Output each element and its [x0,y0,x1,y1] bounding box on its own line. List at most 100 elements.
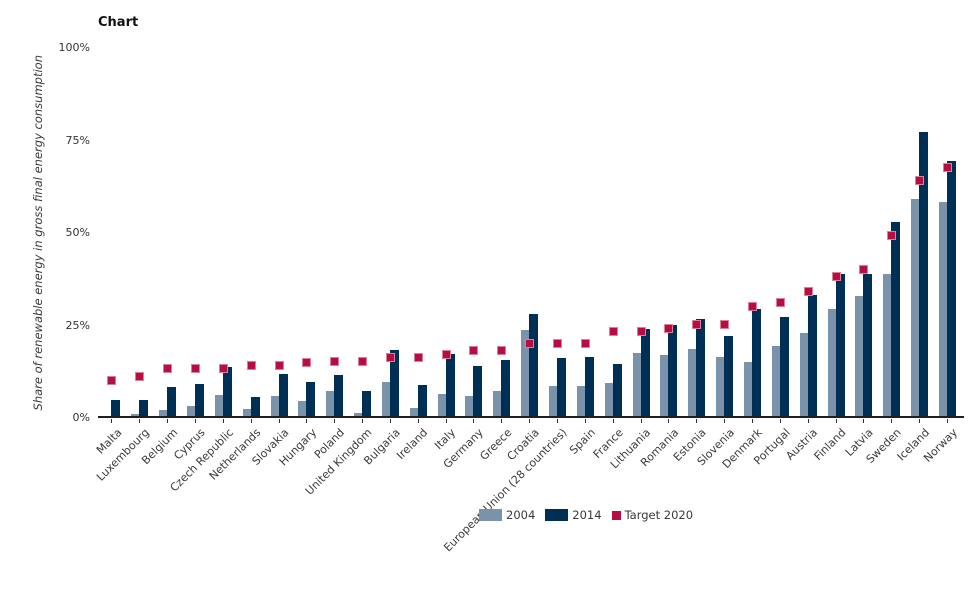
bar-2004 [521,330,530,417]
target-2020-marker [664,323,674,333]
bar-2004 [298,400,307,417]
bar-2004 [159,409,168,417]
bar-2004 [716,357,725,417]
bar-2004 [604,382,613,417]
x-axis-tick [306,419,308,423]
bar-2014 [417,385,427,417]
x-axis-tick [278,419,280,423]
x-axis-tick [807,419,809,423]
x-axis-tick [334,419,336,423]
bar-2014 [807,294,817,417]
bar-2004 [549,385,558,417]
bar-2004 [911,199,920,417]
bar-2004 [214,395,223,417]
target-2020-marker [580,338,590,348]
bar-2014 [919,131,929,417]
target-2020-marker [942,162,952,172]
bar-2004 [493,391,502,417]
legend-label: 2004 [506,508,536,522]
bar-2004 [242,409,251,417]
x-axis-tick [863,419,865,423]
y-axis-tick-label: 75% [65,133,90,147]
x-axis-tick [111,419,113,423]
target-2020-marker [330,357,340,366]
bar-2014 [779,317,789,417]
bar-2004 [827,308,836,417]
legend-label: Target 2020 [624,508,694,522]
bar-2014 [640,328,650,417]
x-axis-tick [835,419,837,423]
bar-2014 [696,318,706,417]
bar-2004 [354,412,363,417]
bar-2014 [194,384,204,417]
target-2020-marker [747,301,757,311]
bar-2004 [131,413,140,417]
x-axis-tick [445,419,447,423]
bar-2004 [771,345,780,417]
target-2020-marker [831,271,841,281]
bar-2004 [688,348,697,417]
bar-2014 [278,374,288,417]
target-2020-marker [190,364,200,374]
target-2020-marker [135,371,145,381]
x-axis-tick [139,419,141,423]
x-axis-tick [919,419,921,423]
legend-target-marker-icon [611,510,621,520]
bar-2014 [306,381,316,417]
bar-2014 [250,396,260,417]
x-axis-tick [724,419,726,423]
target-2020-marker [218,364,228,374]
legend: 2004 2014 Target 2020 [479,508,693,522]
bar-2014 [445,353,455,417]
target-2020-marker [163,364,173,374]
bar-2014 [529,313,539,417]
x-axis-tick [640,419,642,423]
x-axis-tick [389,419,391,423]
bar-2014 [334,374,344,417]
target-2020-marker [358,357,368,366]
bar-2014 [139,400,149,417]
bar-2004 [381,382,390,417]
target-2020-marker [385,353,395,363]
bar-2014 [501,360,511,417]
bar-2004 [186,405,195,417]
bar-2004 [883,273,892,417]
target-2020-marker [274,360,284,370]
legend-label: 2014 [572,508,602,522]
target-2020-marker [692,320,702,329]
x-axis-tick [473,419,475,423]
chart-title: Chart [98,15,139,30]
x-axis-tick [612,419,614,423]
bar-2004 [270,395,279,417]
bar-2014 [835,273,845,417]
target-2020-marker [887,231,897,241]
bar-2004 [326,391,335,417]
x-axis-tick [891,419,893,423]
bar-2004 [855,295,864,417]
legend-item-target-2020[interactable]: Target 2020 [611,508,694,522]
x-axis-tick [557,419,559,423]
target-2020-marker [497,345,507,355]
x-axis-tick [779,419,781,423]
x-axis-tick [584,419,586,423]
bar-2014 [389,350,399,417]
legend-item-2014[interactable]: 2014 [545,508,602,522]
target-2020-marker [553,338,563,348]
x-axis-tick [501,419,503,423]
legend-item-2004[interactable]: 2004 [479,508,535,522]
target-2020-marker [636,327,646,337]
y-axis-tick-label: 50% [65,226,90,239]
bar-2014 [584,357,594,417]
x-axis-tick [222,419,224,423]
bar-2014 [557,357,567,417]
y-axis-tick-label: 25% [65,318,90,332]
target-2020-marker [775,297,785,307]
target-2020-marker [915,175,925,185]
x-axis-tick [529,419,531,423]
bar-2014 [668,324,678,417]
target-2020-marker [107,375,117,385]
legend-bar-swatch-icon [479,509,502,521]
target-2020-marker [608,327,618,337]
target-2020-marker [469,345,479,355]
